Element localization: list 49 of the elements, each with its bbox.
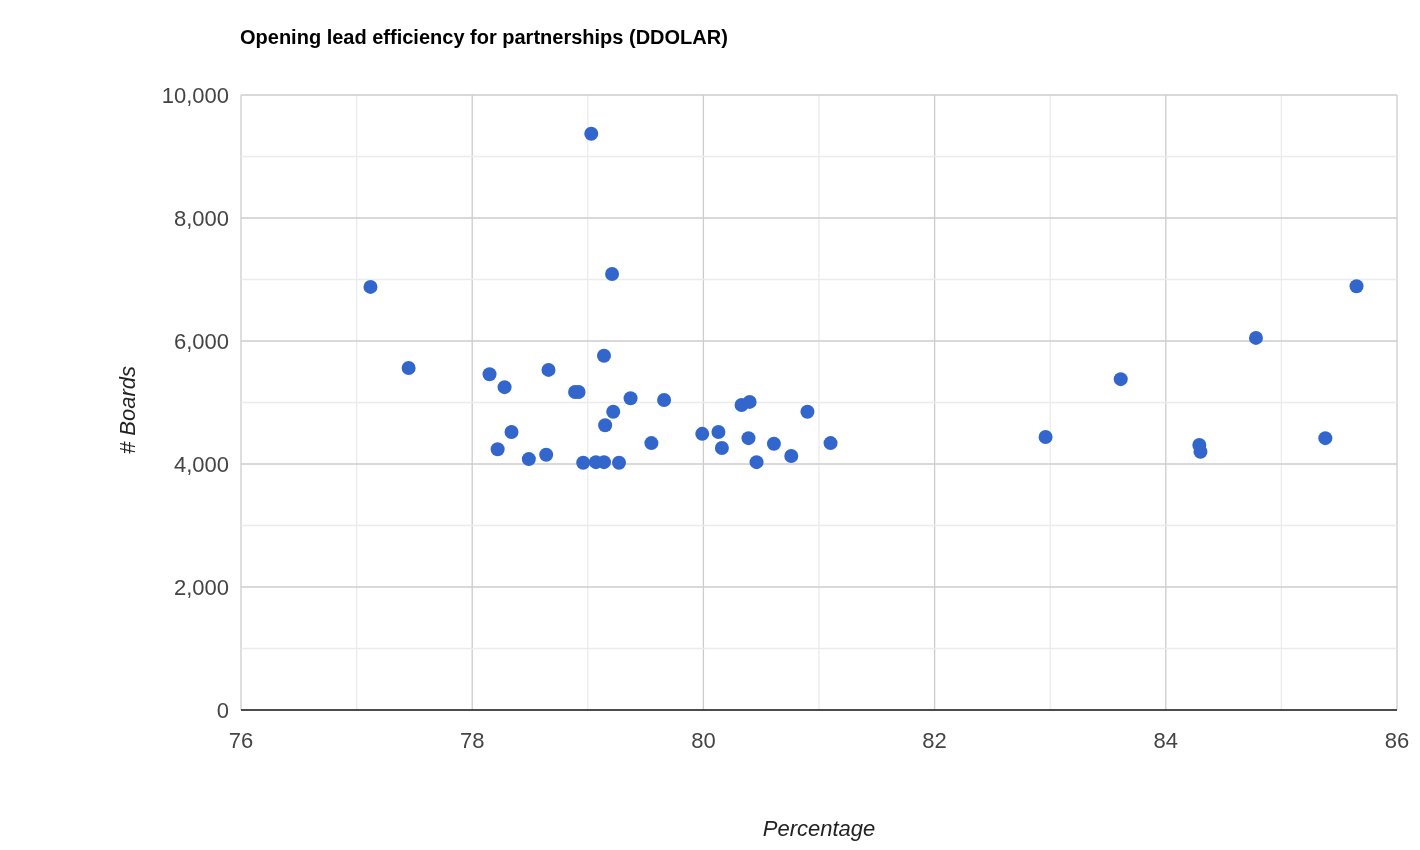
point (606, 404, 621, 419)
x-tick-label: 80 (691, 727, 716, 753)
point (539, 447, 554, 462)
point (784, 449, 799, 464)
point (497, 380, 512, 395)
point (741, 431, 756, 446)
point (1113, 372, 1128, 387)
point (598, 418, 613, 433)
point (521, 452, 536, 467)
y-tick-label: 10,000 (161, 82, 229, 108)
point (657, 393, 672, 408)
point (1349, 279, 1364, 294)
x-axis-title: Percentage (762, 816, 876, 842)
point (1318, 431, 1333, 446)
point (596, 348, 611, 363)
point (800, 404, 815, 419)
point (401, 361, 416, 376)
point (766, 436, 781, 451)
y-tick-label: 4,000 (173, 451, 229, 477)
point (623, 391, 638, 406)
point (490, 442, 505, 457)
point (584, 126, 599, 141)
x-tick-label: 84 (1153, 727, 1179, 753)
x-tick-label: 78 (459, 727, 485, 753)
point (1248, 330, 1263, 345)
x-tick-label: 82 (922, 727, 947, 753)
x-tick-label: 86 (1384, 727, 1410, 753)
point (363, 279, 378, 294)
point (823, 436, 838, 451)
y-tick-label: 2,000 (173, 574, 229, 600)
y-tick-label: 8,000 (173, 205, 229, 231)
point (605, 266, 620, 281)
point (644, 436, 659, 451)
point (711, 425, 726, 440)
point (714, 441, 729, 456)
point (742, 394, 757, 409)
chart-title: Opening lead efficiency for partnerships (DDOLAR) (240, 26, 728, 49)
y-axis-title: # Boards (115, 365, 141, 455)
point (576, 455, 591, 470)
point (482, 367, 497, 382)
point (1038, 429, 1053, 444)
point (695, 426, 710, 441)
point (612, 455, 627, 470)
x-tick-label: 76 (228, 727, 254, 753)
y-tick-label: 6,000 (173, 328, 229, 354)
point (504, 425, 519, 440)
point (749, 455, 764, 470)
point (541, 362, 556, 377)
y-tick-label: 0 (216, 697, 229, 723)
